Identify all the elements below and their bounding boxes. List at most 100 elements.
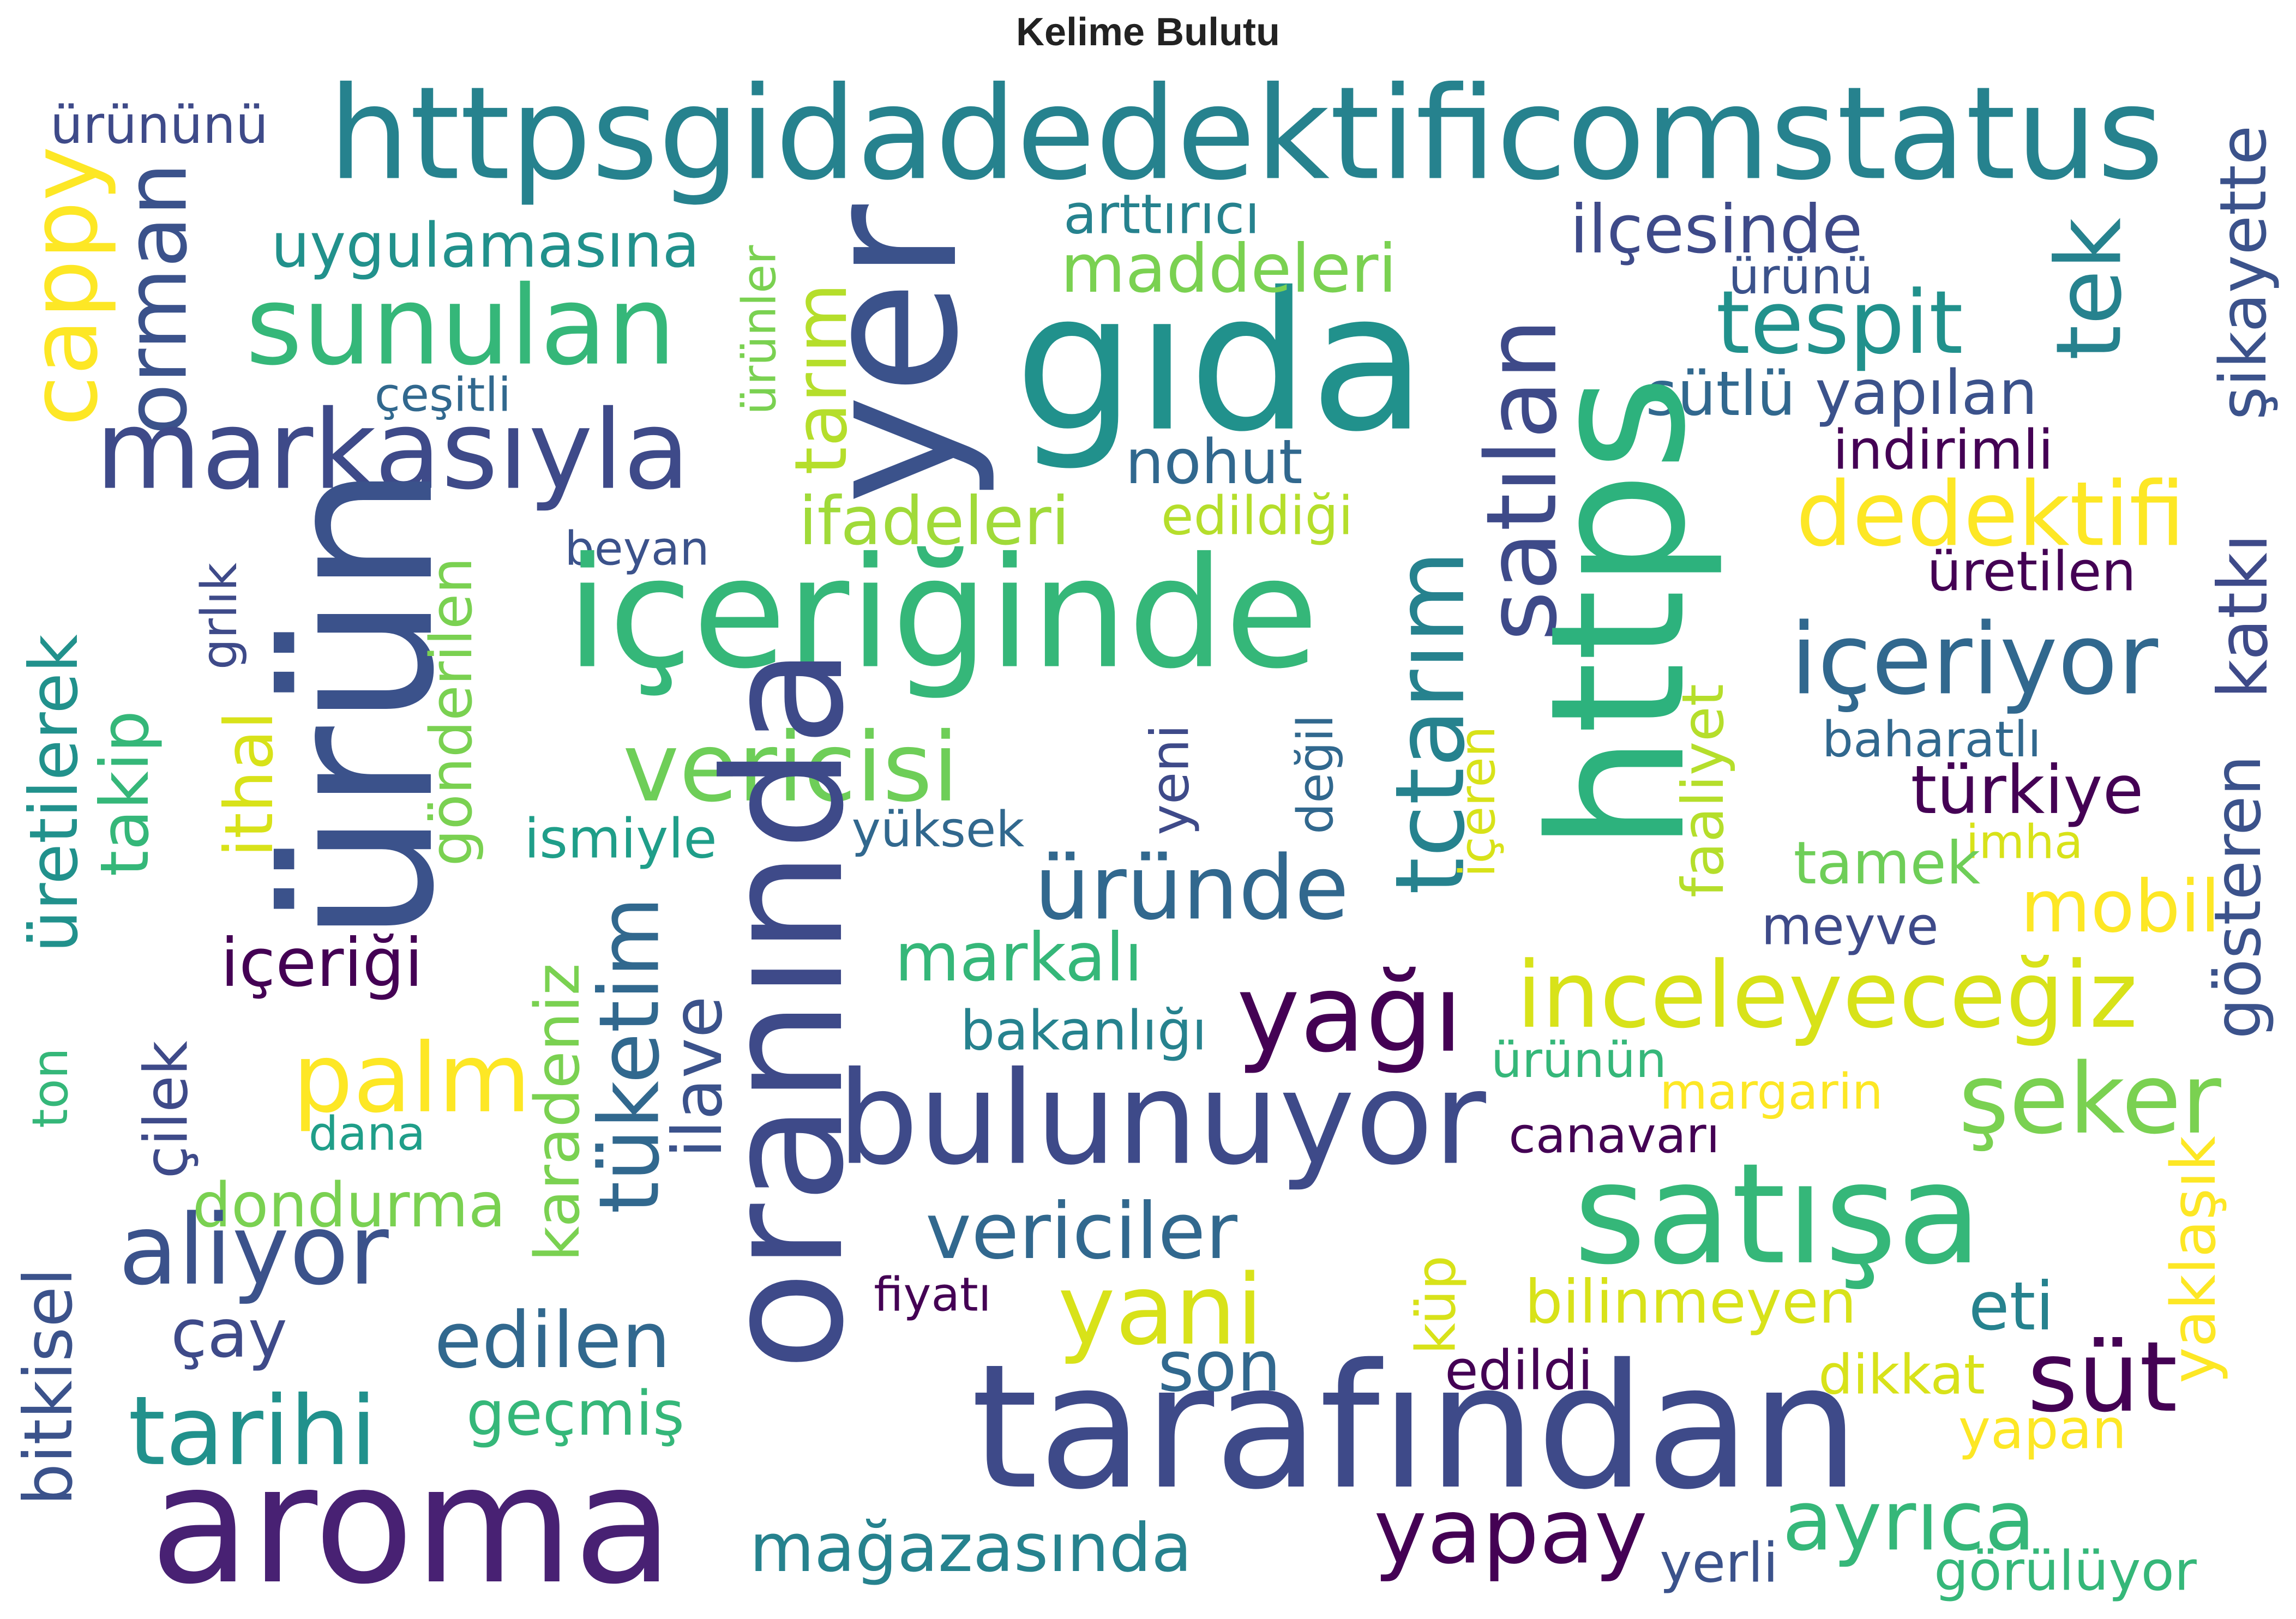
cloud-word: yani	[1058, 1254, 1264, 1367]
cloud-word: dikkat	[1818, 1343, 1985, 1406]
cloud-word: mağazasında	[749, 1509, 1192, 1587]
cloud-word: faaliyet	[1670, 684, 1736, 898]
cloud-word: ilave	[658, 996, 737, 1158]
cloud-word: üründe	[1034, 837, 1349, 940]
cloud-word: uygulamasına	[271, 210, 700, 281]
cloud-word: bilinmeyen	[1525, 1267, 1857, 1337]
cloud-word: maddeleri	[1061, 230, 1397, 308]
cloud-word: ismiyle	[524, 807, 717, 870]
cloud-word: satılan	[1465, 318, 1578, 641]
cloud-word: çeşitli	[375, 368, 511, 422]
cloud-word: dedektifi	[1796, 463, 2185, 566]
cloud-word: imha	[1966, 815, 2083, 869]
cloud-word: yer	[783, 202, 999, 504]
cloud-word: eti	[1969, 1268, 2054, 1345]
cloud-word: tarım	[779, 283, 863, 475]
cloud-word: görülüyor	[1934, 1539, 2197, 1603]
cloud-word: tespit	[1716, 272, 1963, 374]
cloud-word: yapay	[1374, 1479, 1648, 1584]
cloud-word: ürün	[238, 464, 480, 943]
cloud-word: sunulan	[245, 263, 676, 390]
cloud-word: yerli	[1660, 1531, 1778, 1594]
cloud-word: ürününü	[50, 95, 268, 155]
cloud-word: https	[1511, 375, 1727, 852]
cloud-word: bitkisel	[10, 1268, 87, 1506]
cloud-word: içeriği	[220, 924, 423, 1002]
cloud-word: indirimli	[1833, 418, 2053, 482]
cloud-word: nohut	[1125, 427, 1302, 498]
cloud-word: gönderilen	[418, 557, 485, 866]
cloud-word: satışa	[1573, 1134, 1982, 1296]
cloud-word: tüketim	[581, 896, 678, 1214]
cloud-word: tarafından	[971, 1328, 1860, 1527]
cloud-word: markasıyla	[95, 387, 690, 514]
cloud-word: aroma	[150, 1430, 674, 1619]
cloud-word: ilçesinde	[1570, 191, 1862, 268]
cloud-word: yapan	[1958, 1397, 2127, 1461]
cloud-word: ithal	[211, 711, 288, 857]
cloud-word: geçmiş	[466, 1379, 684, 1449]
cloud-word: değil	[1287, 714, 1344, 834]
cloud-word: yüksek	[852, 801, 1025, 858]
cloud-word: vericisi	[623, 713, 959, 823]
cloud-word: grlık	[191, 563, 248, 670]
cloud-word: dana	[309, 1106, 426, 1161]
cloud-word: gıda	[1014, 251, 1427, 474]
cloud-word: oranında	[689, 647, 880, 1371]
cloud-word: vericiler	[925, 1187, 1238, 1277]
cloud-word: arttırıcı	[1063, 182, 1260, 246]
cloud-word: beyan	[564, 521, 710, 576]
cloud-word: canavarı	[1508, 1107, 1720, 1164]
cloud-word: tamek	[1794, 829, 1981, 898]
cloud-word: içeriyor	[1790, 603, 2158, 717]
cloud-word: küp	[1404, 1255, 1468, 1355]
cloud-word: ton	[22, 1048, 79, 1128]
cloud-word: üretilerek	[15, 634, 93, 953]
cloud-word: inceleyeceğiz	[1517, 942, 2138, 1049]
cloud-word: yağı	[1237, 952, 1463, 1076]
cloud-word: takip	[86, 711, 164, 877]
cloud-word: içeriğinde	[566, 525, 1319, 703]
cloud-word: orman	[107, 162, 206, 435]
cloud-word: tctarım	[1375, 550, 1486, 895]
cloud-word: ayrıca	[1782, 1473, 2036, 1569]
cloud-word: türkiye	[1910, 751, 2143, 829]
cloud-word: son	[1158, 1326, 1281, 1407]
cloud-word: edilen	[434, 1296, 671, 1386]
cloud-word: tarihi	[128, 1376, 377, 1487]
cloud-word: meyve	[1761, 895, 1938, 956]
cloud-word: süt	[2027, 1321, 2177, 1434]
cloud-word: ürünü	[1728, 248, 1873, 305]
cloud-word: tek	[2036, 218, 2141, 360]
cloud-word: çay	[171, 1295, 287, 1373]
cloud-word: baharatlı	[1822, 711, 2041, 768]
cloud-word: bulunuyor	[837, 1044, 1486, 1193]
cloud-word: palm	[292, 1024, 531, 1134]
cloud-word: sütlü	[1645, 359, 1795, 430]
cloud-word: ürünün	[1491, 1032, 1667, 1089]
cloud-word: şikayette	[2205, 125, 2281, 420]
cloud-word: gösteren	[2200, 755, 2275, 1039]
cloud-word: ifadeleri	[798, 483, 1069, 560]
cloud-word: katkı	[2204, 534, 2283, 699]
cloud-word: fiyatı	[874, 1267, 991, 1322]
cloud-word: httpsgidadedektificomstatus	[328, 59, 2164, 208]
cloud-word: ürünler	[732, 245, 786, 415]
cloud-word: mobil	[2021, 865, 2220, 949]
cloud-word: margarin	[1660, 1063, 1883, 1121]
cloud-word: dondurma	[193, 1170, 506, 1241]
cloud-word: karadeniz	[522, 963, 593, 1261]
cloud-word: üretilen	[1927, 539, 2136, 603]
figure-title: Kelime Bulutu	[1015, 10, 1281, 54]
cloud-word: cappy	[10, 146, 118, 426]
cloud-word: aliyor	[118, 1194, 389, 1307]
cloud-word: markalı	[895, 919, 1143, 996]
cloud-word: çilek	[131, 1040, 201, 1178]
cloud-word: bakanlığı	[960, 998, 1207, 1062]
cloud-word: edildiği	[1161, 485, 1353, 546]
cloud-word: yapılan	[1815, 358, 2037, 429]
cloud-word: yaklaşık	[2159, 1136, 2229, 1383]
cloud-word: yeni	[1139, 724, 1200, 835]
